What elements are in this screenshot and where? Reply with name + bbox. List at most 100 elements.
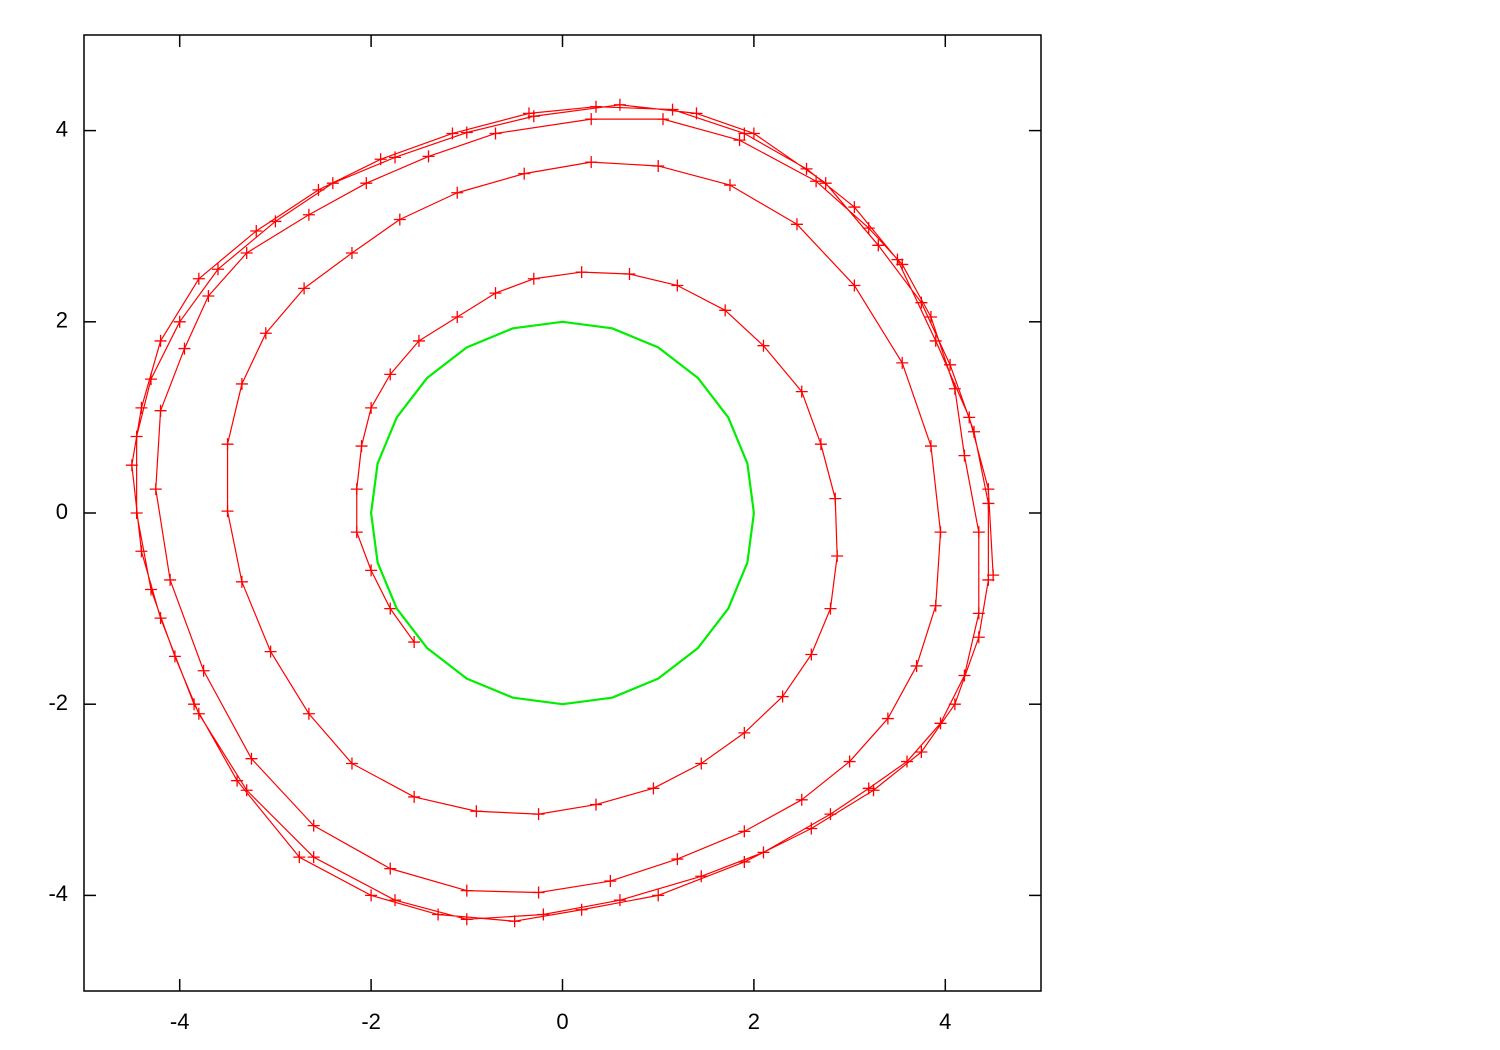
point-marker	[690, 107, 703, 120]
point-marker	[915, 296, 928, 309]
point-marker	[460, 913, 473, 926]
point-marker	[891, 253, 904, 266]
point-marker	[795, 385, 808, 398]
point-marker	[345, 757, 358, 770]
point-marker	[948, 382, 961, 395]
point-marker	[867, 784, 880, 797]
point-marker	[518, 167, 531, 180]
point-marker	[929, 334, 942, 347]
series-line	[131, 104, 994, 922]
point-marker	[843, 755, 856, 768]
point-marker	[470, 805, 483, 818]
point-marker	[389, 151, 402, 164]
point-marker	[489, 287, 502, 300]
point-marker	[460, 126, 473, 139]
point-marker	[365, 401, 378, 414]
point-marker	[824, 602, 837, 615]
point-marker	[733, 134, 746, 147]
point-marker	[656, 113, 669, 126]
x-tick-label: 4	[939, 1009, 951, 1034]
point-marker	[360, 177, 373, 190]
point-marker	[604, 875, 617, 888]
x-tick-label: -2	[361, 1009, 381, 1034]
point-marker	[389, 894, 402, 907]
point-marker	[958, 449, 971, 462]
point-marker	[221, 438, 234, 451]
point-marker	[192, 707, 205, 720]
point-marker	[178, 342, 191, 355]
point-marker	[901, 755, 914, 768]
point-marker	[355, 440, 368, 453]
point-marker	[144, 583, 157, 596]
point-marker	[374, 153, 387, 166]
point-marker	[451, 186, 464, 199]
point-marker	[125, 459, 138, 472]
point-marker	[532, 808, 545, 821]
point-marker	[384, 602, 397, 615]
y-tick-label: 0	[56, 499, 68, 524]
point-marker	[819, 177, 832, 190]
x-tick-label: -4	[170, 1009, 190, 1034]
point-marker	[302, 208, 315, 221]
point-marker	[585, 113, 598, 126]
point-marker	[963, 411, 976, 424]
point-marker	[168, 650, 181, 663]
point-marker	[302, 707, 315, 720]
point-marker	[915, 746, 928, 758]
point-marker	[795, 793, 808, 806]
point-marker	[164, 573, 177, 586]
point-marker	[881, 712, 894, 725]
point-marker	[149, 483, 162, 496]
point-marker	[345, 246, 358, 259]
point-marker	[135, 545, 148, 558]
point-marker	[293, 851, 306, 864]
point-marker	[613, 894, 626, 907]
point-marker	[738, 127, 751, 140]
point-marker	[192, 272, 205, 285]
point-marker	[695, 757, 708, 770]
point-marker	[508, 915, 521, 928]
point-marker	[173, 315, 186, 328]
point-marker	[972, 526, 985, 539]
point-marker	[671, 853, 684, 866]
point-marker	[982, 483, 995, 496]
point-marker	[896, 258, 909, 271]
point-marker	[259, 327, 272, 340]
point-marker	[848, 279, 861, 292]
point-marker	[422, 150, 435, 163]
point-marker	[532, 886, 545, 899]
point-marker	[666, 103, 679, 116]
point-marker	[489, 127, 502, 140]
point-marker	[934, 717, 947, 730]
point-marker	[197, 664, 210, 677]
point-marker	[968, 425, 981, 438]
point-marker	[365, 564, 378, 577]
point-marker	[695, 870, 708, 883]
point-marker	[924, 440, 937, 453]
point-marker	[934, 526, 947, 539]
point-marker	[944, 358, 957, 371]
point-marker	[810, 175, 823, 188]
y-tick-label: -4	[48, 881, 68, 906]
point-marker	[929, 599, 942, 612]
point-marker	[307, 819, 320, 832]
point-marker	[240, 246, 253, 259]
point-marker	[130, 430, 143, 443]
point-marker	[757, 339, 770, 352]
point-marker	[235, 575, 248, 588]
point-marker	[790, 218, 803, 231]
point-marker	[948, 698, 961, 711]
point-marker	[264, 645, 277, 658]
point-marker	[910, 659, 923, 672]
point-marker	[211, 263, 224, 276]
point-marker	[805, 822, 818, 835]
point-marker	[408, 790, 421, 803]
point-marker	[432, 908, 445, 921]
point-marker	[365, 889, 378, 902]
point-marker	[723, 179, 736, 192]
point-marker	[575, 266, 588, 279]
point-marker	[144, 373, 157, 386]
point-marker	[872, 239, 885, 252]
point-marker	[537, 908, 550, 921]
